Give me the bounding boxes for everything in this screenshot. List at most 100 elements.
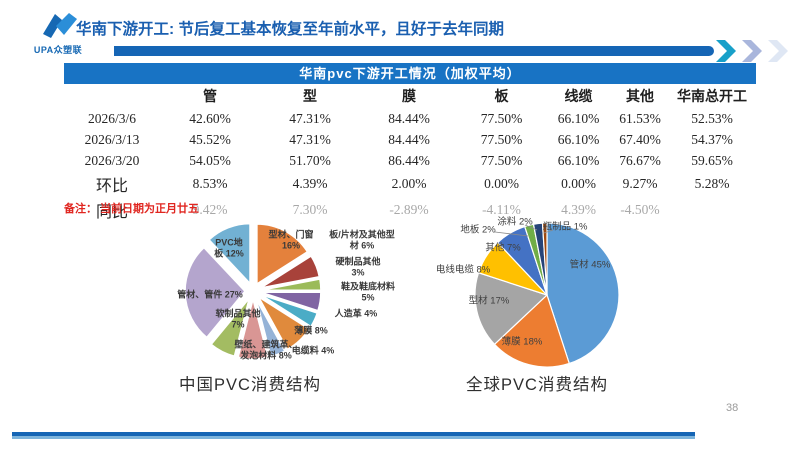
- table-cell: 0.00%: [484, 176, 519, 191]
- table-cell: -4.50%: [620, 202, 660, 217]
- pie-slice: [209, 297, 251, 358]
- table-cell: 42.60%: [189, 110, 231, 126]
- logo-text: UPA众塑联: [33, 45, 83, 55]
- pie-slice: [207, 222, 251, 286]
- global-pie-title: 全球PVC消费结构: [466, 376, 608, 394]
- table-cell: 66.10%: [557, 110, 600, 126]
- pie-slice: [257, 296, 311, 351]
- pie-slice: [493, 293, 571, 368]
- pie-slice: [259, 293, 319, 328]
- label-leader-line: [524, 224, 538, 231]
- col-header-blank: [64, 84, 160, 108]
- pie-slice: [474, 271, 549, 346]
- china-pvc-pie-chart: 型材、门窗 16% 板/片材及其他型材 6% 硬制品其他 3% 鞋及鞋底材料 5% 人造…: [150, 210, 395, 375]
- pie-slice-label: 人造革 4%: [334, 308, 378, 319]
- table-cell: -2.89%: [389, 202, 429, 217]
- table-cell: 9.42%: [192, 202, 228, 217]
- table-cell: 4.39%: [292, 176, 328, 191]
- table-cell: -4.11%: [482, 202, 521, 217]
- table-row: 2026/3/20 54.05% 51.70% 86.44% 77.50% 66.10% 7…: [64, 150, 756, 171]
- pie-slice-label: 鞋及鞋底材料 5%: [340, 281, 395, 302]
- footnote: 备注： 当前日期为正月廿五: [64, 203, 200, 215]
- table-cell: 66.10%: [557, 152, 600, 168]
- table-cell: 51.70%: [289, 152, 331, 168]
- pie-slice-label: 瓶制品 1%: [542, 221, 588, 233]
- col-header-cable: 线缆: [564, 90, 593, 105]
- table-caption: 华南pvc下游开工情况（加权平均）: [64, 63, 756, 84]
- chevron-arrows-icon: [716, 40, 788, 62]
- table-cell: 84.44%: [388, 110, 430, 126]
- title-underline-bar: [114, 46, 714, 56]
- pie-slice-label: 板/片材及其他型材 6%: [329, 229, 395, 250]
- col-header-profile: 型: [303, 90, 317, 105]
- table-cell: 9.27%: [622, 176, 658, 191]
- row-label: 2026/3/13: [84, 131, 140, 147]
- china-pie-title: 中国PVC消费结构: [179, 376, 321, 394]
- table-cell: 59.65%: [691, 152, 733, 168]
- table-cell: 47.31%: [289, 131, 331, 147]
- table-cell: 5.28%: [694, 176, 730, 191]
- pie-slice-label: 壁纸、建筑革、发泡材料 8%: [234, 339, 298, 360]
- global-pvc-pie-chart: 管材 45% 薄膜 18% 型材 17% 电线电缆 8% 其他 7% 地板 2% 涂料 2%…: [425, 203, 675, 375]
- pie-slice: [260, 291, 322, 312]
- table-cell: 2.00%: [391, 176, 427, 191]
- table-row: 2026/3/6 42.60% 47.31% 84.44% 77.50% 66.10% 61…: [64, 108, 756, 129]
- table-row: 2026/3/13 45.52% 47.31% 84.44% 77.50% 66.10% 6…: [64, 129, 756, 150]
- row-label: 同比: [95, 204, 128, 221]
- pie-slice-label: 薄膜 8%: [294, 325, 328, 336]
- col-header-sheet: 板: [494, 90, 509, 105]
- operating-rate-table-block: 华南pvc下游开工情况（加权平均） 管 型 膜 板 线缆 其他 华南总开工 20…: [64, 63, 756, 223]
- table-cell: 86.44%: [388, 152, 430, 168]
- pie-slice-label: 型材 17%: [468, 295, 510, 307]
- table-cell: 54.37%: [691, 131, 733, 147]
- pie-slice-label: 硬制品其他 3%: [335, 256, 381, 277]
- pie-slice-label: 其他 7%: [485, 242, 521, 254]
- table-cell: 54.05%: [189, 152, 231, 168]
- pie-slice: [546, 222, 620, 365]
- pie-slice: [255, 298, 286, 358]
- pie-slice: [237, 298, 269, 360]
- pie-slice: [260, 278, 322, 292]
- label-leader-line: [543, 229, 554, 234]
- page-number: 38: [726, 402, 739, 414]
- pie-slice-label: 电线电缆 8%: [435, 264, 491, 276]
- table-cell: 77.50%: [480, 110, 523, 126]
- table-cell: 77.50%: [480, 131, 523, 147]
- pie-slice-label: 管材、管件 27%: [177, 289, 243, 300]
- footer-line-dark: [12, 432, 695, 436]
- table-cell: [668, 197, 756, 223]
- table-cell: 45.52%: [189, 131, 231, 147]
- label-leader-line: [494, 231, 529, 237]
- pie-slice: [260, 254, 321, 289]
- pie-slice-label: 地板 2%: [460, 224, 496, 236]
- table-cell: 47.31%: [289, 110, 331, 126]
- row-label: 2026/3/20: [84, 152, 140, 168]
- pie-slice-label: 电缆料 4%: [291, 345, 335, 356]
- row-label: 2026/3/6: [87, 110, 136, 126]
- table-cell: 0.00%: [561, 176, 596, 191]
- col-header-total: 华南总开工: [677, 90, 747, 105]
- col-header-other: 其他: [626, 90, 654, 105]
- pie-slice-label: 管材 45%: [569, 259, 611, 271]
- col-header-film: 膜: [402, 90, 416, 105]
- pie-slice: [541, 222, 548, 296]
- table-cell: 67.40%: [619, 131, 661, 147]
- table-cell: 8.53%: [192, 176, 228, 191]
- row-label: 环比: [95, 178, 128, 195]
- page-title: 华南下游开工: 节后复工基本恢复至年前水平，且好于去年同期: [76, 21, 504, 38]
- table-cell: 52.53%: [691, 110, 733, 126]
- footer-line-light: [12, 436, 695, 439]
- operating-rate-table: 管 型 膜 板 线缆 其他 华南总开工 2026/3/6 42.60% 47.31%…: [64, 84, 756, 223]
- table-header-row: 管 型 膜 板 线缆 其他 华南总开工: [64, 84, 756, 108]
- table-row: 同比 9.42% 7.30% -2.89% -4.11% 4.39% -4.50%: [64, 197, 756, 223]
- pie-slice-label: 涂料 2%: [497, 216, 533, 228]
- pie-slice-label: PVC地板 12%: [214, 237, 244, 258]
- table-cell: 76.67%: [619, 152, 661, 168]
- table-cell: 4.39%: [561, 202, 596, 217]
- table-row: 环比 8.53% 4.39% 2.00% 0.00% 0.00% 9.27% 5.28%: [64, 171, 756, 197]
- company-logo: UPA众塑联: [8, 8, 108, 58]
- table-cell: 84.44%: [388, 131, 430, 147]
- table-cell: 66.10%: [557, 131, 600, 147]
- col-header-pipe: 管: [203, 90, 217, 105]
